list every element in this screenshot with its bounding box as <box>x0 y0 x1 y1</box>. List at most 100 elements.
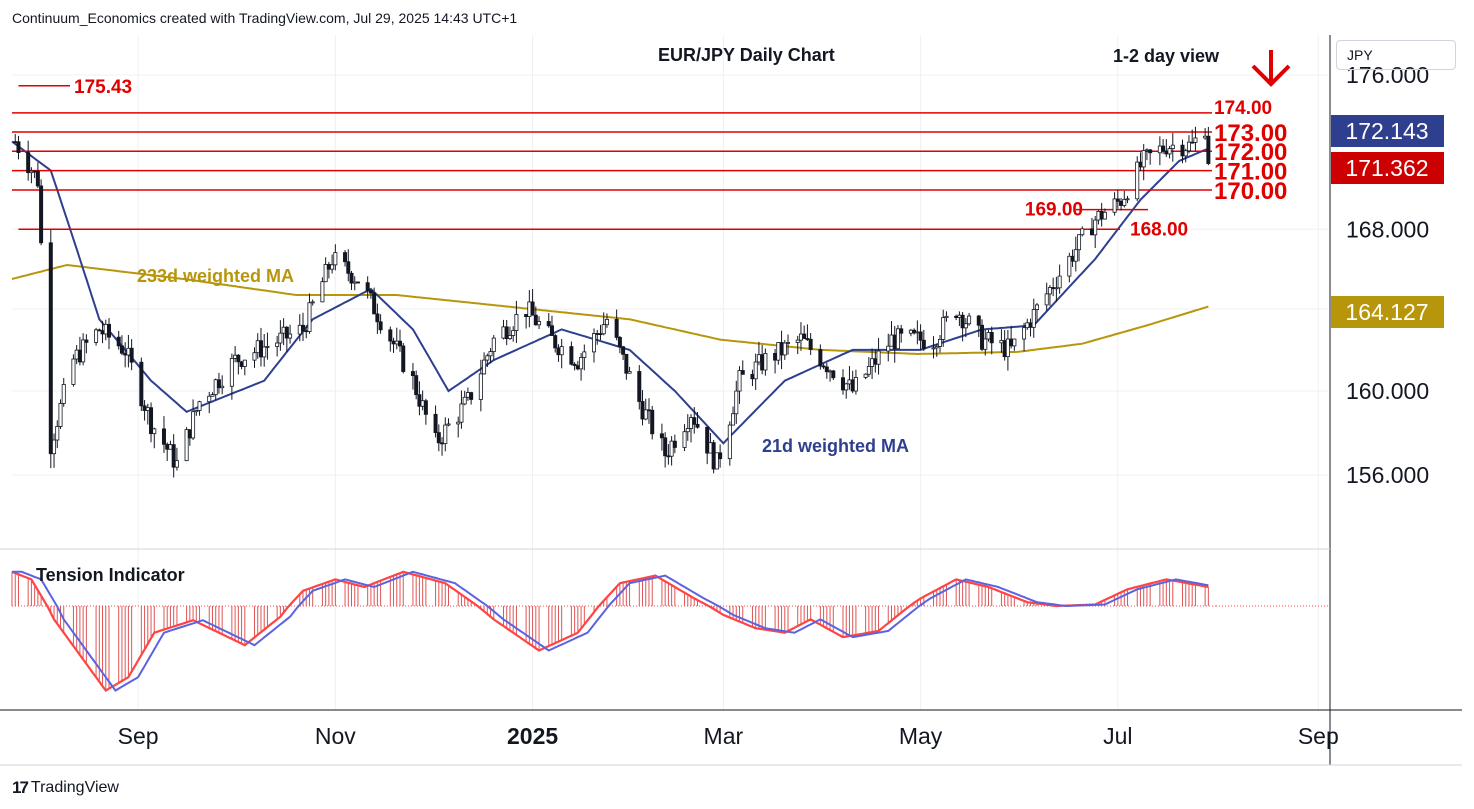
candle-body <box>191 411 196 439</box>
candle-body <box>420 400 425 407</box>
candle-body <box>436 432 441 444</box>
candle-body <box>194 410 199 413</box>
candle-body <box>278 332 283 344</box>
candle-body <box>469 392 474 400</box>
candle-body <box>650 409 655 435</box>
candle-body <box>714 452 719 470</box>
candle-body <box>478 373 483 400</box>
candle-body <box>853 377 858 392</box>
candle-body <box>35 170 40 187</box>
candle-body <box>1047 287 1052 295</box>
candle-body <box>465 392 470 398</box>
candle-body <box>388 329 393 342</box>
tradingview-logo[interactable]: 17 TradingView <box>12 778 119 798</box>
candle-body <box>592 333 597 353</box>
candle-body <box>456 421 461 425</box>
candle-body <box>549 325 554 336</box>
candle-body <box>216 379 221 389</box>
candle-body <box>262 346 267 358</box>
candle-body <box>740 370 745 375</box>
currency-unit-button[interactable]: JPY <box>1336 40 1456 70</box>
candle-body <box>123 352 128 356</box>
candle-body <box>614 318 619 338</box>
candle-body <box>1122 199 1127 206</box>
candle-body <box>446 423 451 426</box>
candle-body <box>1167 148 1172 155</box>
candle-body <box>29 170 34 174</box>
candle-body <box>711 442 716 470</box>
candle-body <box>275 342 280 347</box>
candle-body <box>1170 144 1175 150</box>
candle-body <box>1180 144 1185 157</box>
candle-body <box>782 342 787 356</box>
candle-body <box>310 301 315 304</box>
candle-body <box>301 324 306 332</box>
level-label: 171.00 <box>1214 159 1287 186</box>
candle-body <box>281 326 286 334</box>
candle-body <box>372 292 377 315</box>
candle-body <box>488 351 493 357</box>
arrow-head <box>1251 64 1291 87</box>
candle-body <box>1080 228 1085 236</box>
candle-body <box>61 384 66 404</box>
candle-body <box>695 423 700 428</box>
candle-body <box>598 333 603 336</box>
candle-body <box>692 417 697 425</box>
indicator-label: Tension Indicator <box>36 565 185 585</box>
candle-body <box>840 377 845 391</box>
candle-body <box>1115 198 1120 202</box>
candle-body <box>258 340 263 358</box>
candle-body <box>242 359 247 367</box>
ma-21-line <box>11 140 1209 445</box>
candle-body <box>511 330 516 336</box>
candle-body <box>944 315 949 318</box>
level-label: 172.00 <box>1214 139 1287 166</box>
candle-body <box>116 336 121 347</box>
candle-body <box>210 394 215 397</box>
candle-body <box>1119 200 1124 206</box>
candle-body <box>734 390 739 415</box>
candle-body <box>233 354 238 359</box>
candle-body <box>889 334 894 347</box>
candle-body <box>401 345 406 372</box>
level-lines-layer <box>12 85 1212 231</box>
candle-body <box>443 424 448 444</box>
candle-body <box>1144 149 1149 152</box>
candle-body <box>963 323 968 329</box>
candle-body <box>672 440 677 448</box>
candle-body <box>433 413 438 433</box>
candle-body <box>459 403 464 423</box>
candle-body <box>604 318 609 326</box>
candle-body <box>320 281 325 303</box>
candle-body <box>349 272 354 284</box>
candle-body <box>579 357 584 370</box>
candle-body <box>786 342 791 344</box>
candle-body <box>750 373 755 380</box>
candle-body <box>1096 211 1101 221</box>
candle-body <box>866 366 871 375</box>
candle-body <box>375 313 380 323</box>
down-arrow-icon <box>1251 50 1291 87</box>
candle-body <box>417 394 422 407</box>
candle-body <box>501 326 506 339</box>
candle-body <box>343 252 348 263</box>
candle-body <box>776 342 781 361</box>
candle-body <box>805 338 810 340</box>
candle-body <box>1206 135 1211 164</box>
candle-body <box>307 302 312 332</box>
candle-body <box>1183 150 1188 157</box>
candle-body <box>507 335 512 340</box>
price-tick-label: 176.000 <box>1346 62 1429 88</box>
time-tick-label: Mar <box>704 723 744 749</box>
candle-body <box>682 431 687 448</box>
candle-body <box>533 314 538 326</box>
candle-body <box>16 141 21 153</box>
candle-body <box>617 337 622 348</box>
candle-body <box>482 359 487 375</box>
candle-body <box>666 455 671 458</box>
candle-body <box>575 365 580 370</box>
candle-body <box>13 141 18 144</box>
candle-body <box>1070 255 1075 262</box>
